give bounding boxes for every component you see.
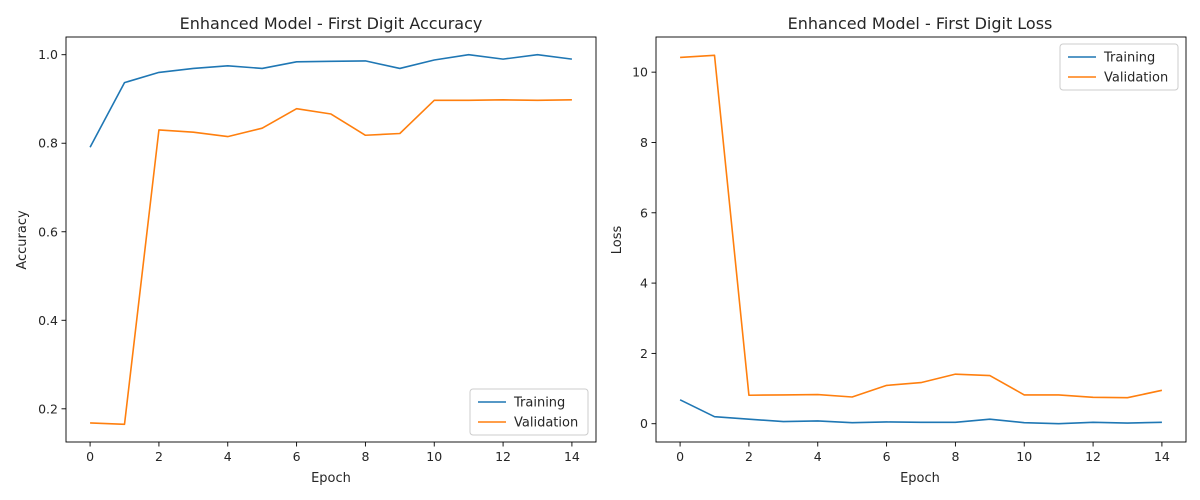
plot-area: 0 2 4 6 8 10 12 14 0.2 0.4 0.6 0.8 1.0 Training Valida… — [38, 36, 597, 464]
x-tick-label: 0 — [676, 449, 684, 464]
x-tick-label: 10 — [1016, 449, 1032, 464]
legend: Training Validation — [1059, 43, 1179, 91]
x-tick-label: 6 — [883, 449, 891, 464]
y-axis-label: Loss — [610, 226, 625, 255]
x-tick-label: 10 — [426, 449, 442, 464]
y-tick-label: 0.2 — [38, 401, 58, 416]
series-line-training — [89, 53, 573, 148]
accuracy-chart: Enhanced Model - First Digit Accuracy 0 2… — [15, 14, 597, 486]
series-line-validation — [680, 54, 1163, 399]
x-tick-label: 14 — [564, 449, 580, 464]
legend-label-training: Training — [1103, 51, 1155, 66]
x-tick-label: 12 — [1085, 449, 1101, 464]
x-tick-label: 12 — [495, 449, 511, 464]
x-tick-label: 2 — [155, 449, 163, 464]
y-tick-label: 6 — [640, 205, 648, 220]
x-tick-label: 14 — [1154, 449, 1170, 464]
x-tick-label: 8 — [361, 449, 369, 464]
x-axis-label: Epoch — [311, 471, 351, 486]
y-tick-label: 10 — [632, 65, 648, 80]
x-tick-label: 4 — [814, 449, 822, 464]
legend-label-validation: Validation — [514, 416, 578, 431]
legend-label-validation: Validation — [1104, 71, 1168, 86]
x-tick-label: 0 — [86, 449, 94, 464]
x-axis-label: Epoch — [900, 471, 940, 486]
y-tick-label: 2 — [640, 346, 648, 361]
legend: Training Validation — [469, 388, 589, 436]
axes-frame — [655, 36, 1187, 443]
legend-label-training: Training — [513, 396, 565, 411]
y-tick-label: 4 — [640, 276, 648, 291]
chart-title: Enhanced Model - First Digit Loss — [788, 14, 1053, 33]
loss-chart: Enhanced Model - First Digit Loss 0 2 4 6 8 1… — [610, 14, 1187, 486]
y-tick-label: 0 — [640, 416, 648, 431]
legend-box — [1059, 43, 1179, 91]
y-tick-label: 0.6 — [38, 224, 58, 239]
y-tick-label: 8 — [640, 135, 648, 150]
y-tick-label: 0.8 — [38, 136, 58, 151]
x-tick-label: 2 — [745, 449, 753, 464]
series-line-training — [679, 399, 1162, 425]
y-tick-label: 0.4 — [38, 313, 58, 328]
legend-box — [469, 388, 589, 436]
axes-frame — [65, 36, 597, 443]
chart-title: Enhanced Model - First Digit Accuracy — [180, 14, 483, 33]
y-tick-label: 1.0 — [38, 47, 58, 62]
y-axis-label: Accuracy — [15, 210, 30, 270]
series-line-validation — [90, 99, 572, 426]
x-tick-label: 4 — [224, 449, 232, 464]
x-tick-label: 6 — [293, 449, 301, 464]
x-tick-label: 8 — [951, 449, 959, 464]
plot-area: 0 2 4 6 8 10 12 14 0 2 4 6 8 10 Training Validation — [632, 36, 1187, 464]
